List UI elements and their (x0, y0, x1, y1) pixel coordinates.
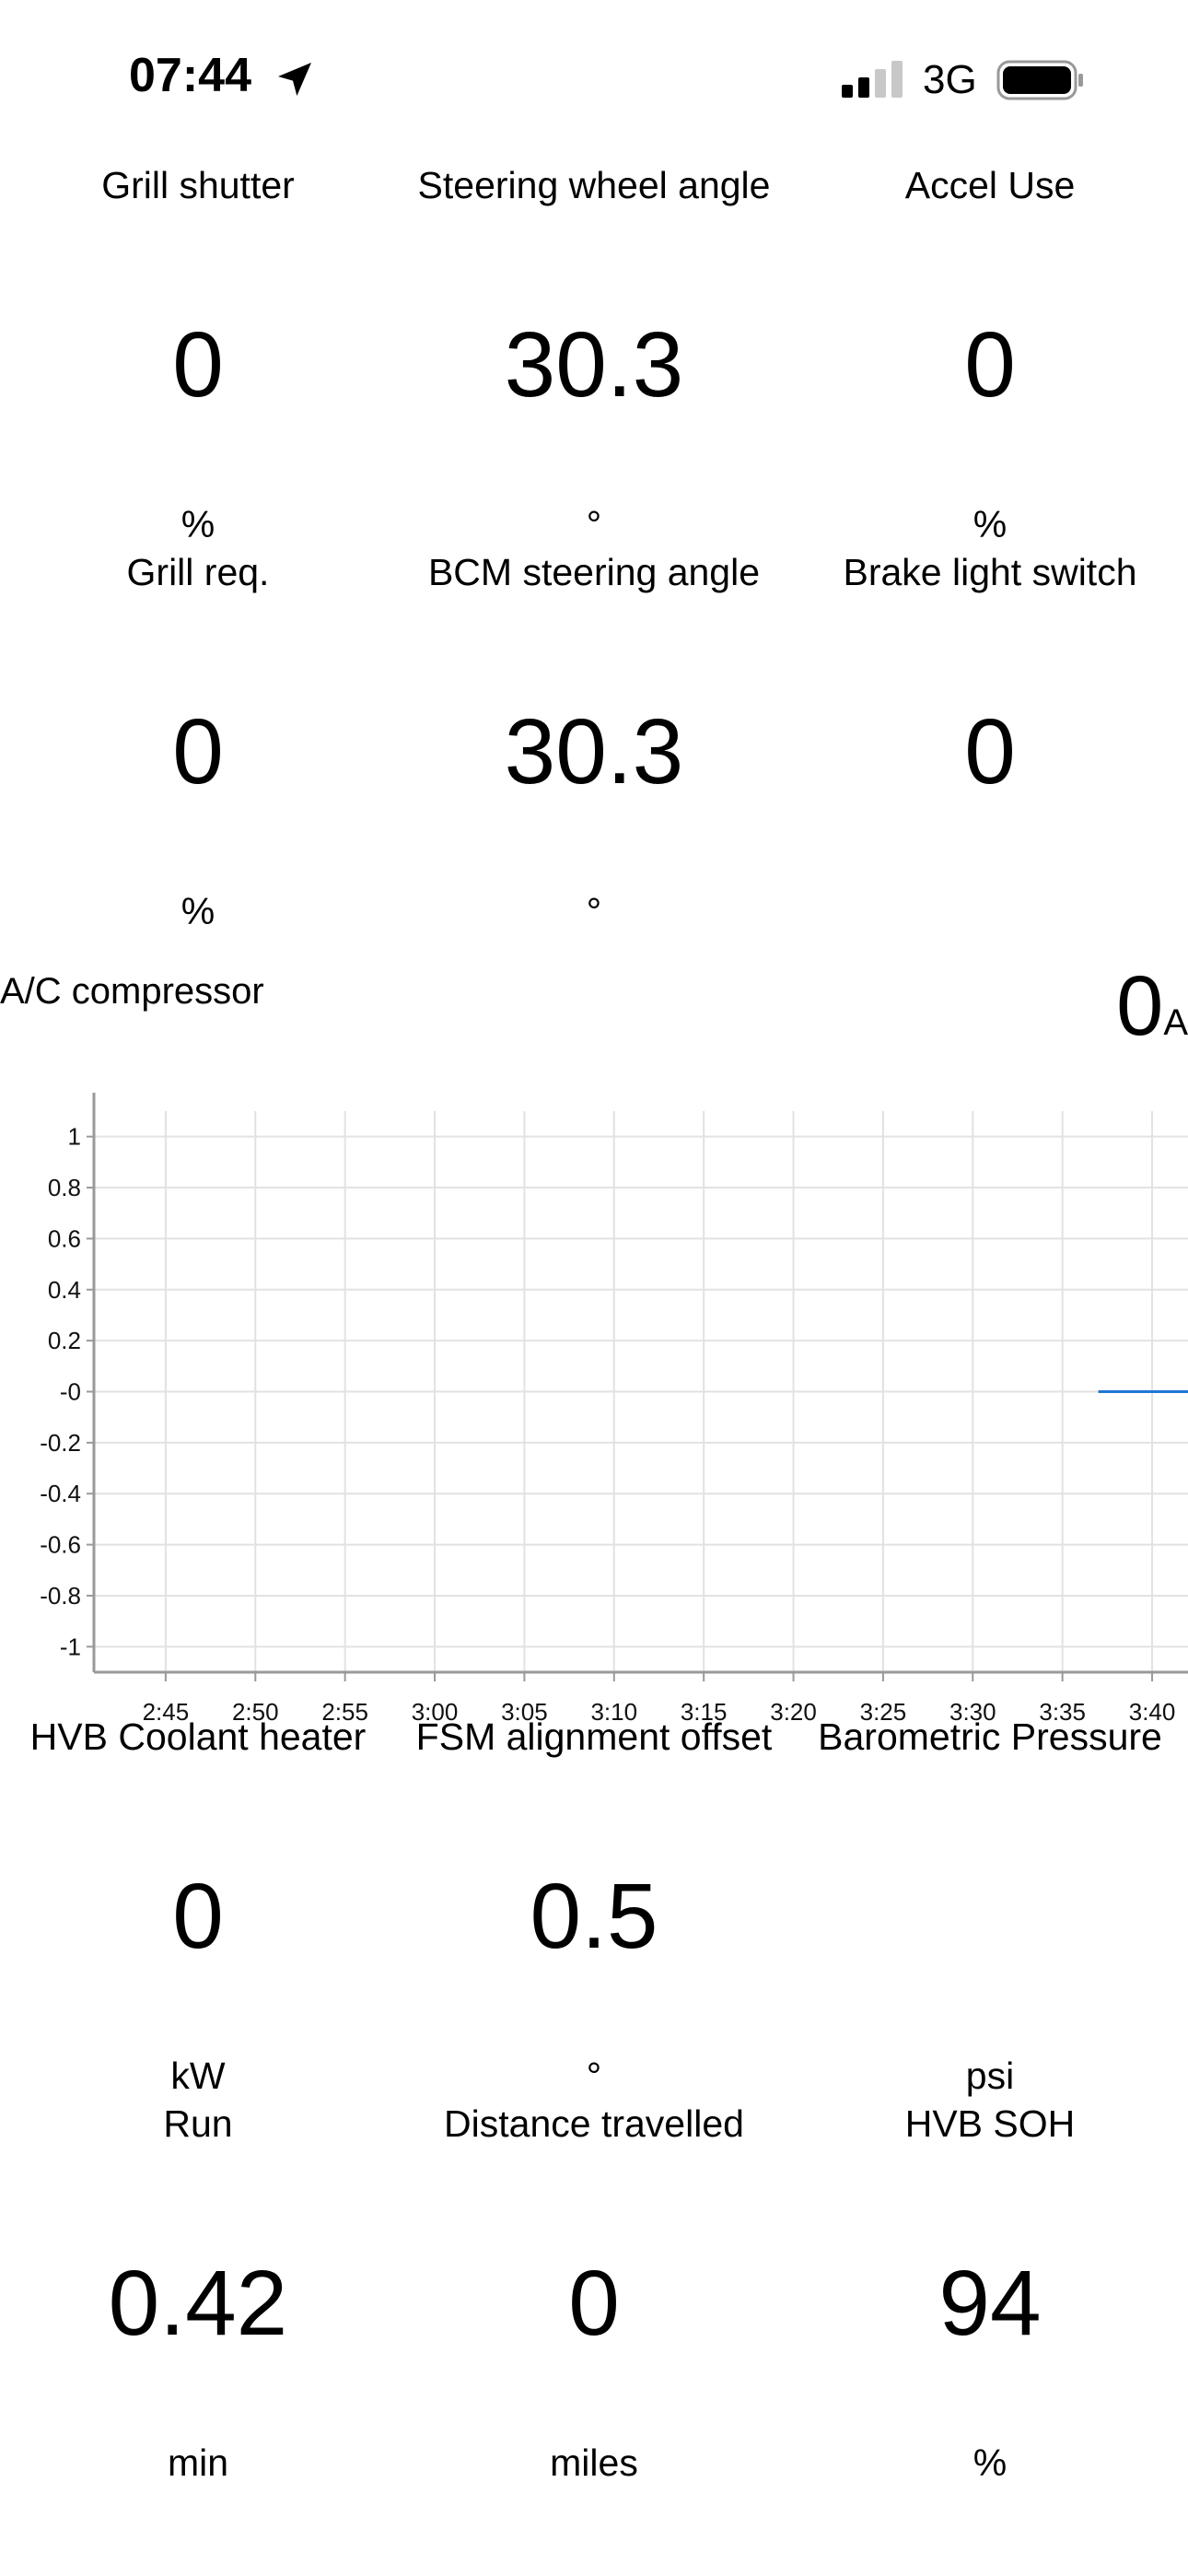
tile-unit: min (167, 2441, 229, 2484)
tile-unit: % (973, 2441, 1007, 2484)
y-tick-label: 0.4 (48, 1276, 81, 1304)
tile-value: 0 (964, 700, 1016, 803)
tile-brake-light-switch: Brake light switch 0 (792, 551, 1188, 938)
tile-value: 30.3 (504, 700, 684, 803)
signal-bars-icon (842, 61, 903, 98)
tile-value: 94 (938, 2252, 1042, 2355)
tile-title: BCM steering angle (427, 551, 761, 593)
y-tick-label: 0.2 (48, 1327, 81, 1354)
battery-icon (996, 60, 1083, 100)
tile-grill-shutter: Grill shutter 0 % (0, 164, 396, 551)
tile-value: 0.42 (108, 2252, 288, 2355)
tile-unit: miles (550, 2441, 638, 2484)
tile-value: 0 (172, 1865, 224, 1968)
y-tick-label: -1 (60, 1633, 81, 1660)
tile-title: Grill req. (126, 551, 270, 593)
x-tick-label: 3:35 (1039, 1698, 1086, 1726)
ac-compressor-value: 0 (1116, 959, 1164, 1053)
x-tick-label: 3:30 (949, 1698, 996, 1726)
y-tick-label: 0.6 (48, 1224, 81, 1252)
tile-unit: ° (586, 2055, 602, 2097)
tile-title: Steering wheel angle (417, 164, 771, 206)
tile-fsm-alignment-offset: FSM alignment offset 0.5 ° (396, 1715, 792, 2102)
y-tick-label: -0 (60, 1378, 81, 1406)
tile-unit: % (973, 503, 1007, 545)
tile-value: 0 (568, 2252, 620, 2355)
x-tick-label: 3:40 (1129, 1698, 1176, 1726)
ac-compressor-reading: 0A (1116, 958, 1188, 1055)
y-tick-label: 1 (68, 1123, 81, 1151)
tile-value: 0 (172, 313, 224, 416)
tile-title: Accel Use (904, 164, 1076, 206)
tile-unit: kW (170, 2055, 226, 2097)
tile-value: 0.5 (530, 1865, 658, 1968)
tile-title: Grill shutter (101, 164, 295, 206)
ac-compressor-title: A/C compressor (0, 971, 264, 1012)
y-tick-label: 0.8 (48, 1174, 81, 1201)
tile-unit: % (181, 503, 215, 545)
x-tick-label: 2:45 (143, 1698, 190, 1726)
tile-title: HVB SOH (904, 2102, 1076, 2145)
tile-title: Distance travelled (444, 2102, 744, 2145)
x-tick-label: 3:15 (681, 1698, 728, 1726)
tile-title: Barometric Pressure (818, 1715, 1162, 1758)
ac-compressor-unit: A (1163, 1002, 1188, 1043)
x-tick-label: 3:05 (501, 1698, 548, 1726)
x-tick-label: 3:20 (770, 1698, 817, 1726)
x-tick-label: 3:25 (860, 1698, 907, 1726)
tile-value: 0 (172, 700, 224, 803)
y-tick-label: -0.6 (40, 1531, 81, 1559)
tile-title: HVB Coolant heater (29, 1715, 367, 1758)
x-tick-label: 2:50 (232, 1698, 279, 1726)
tile-title: FSM alignment offset (415, 1715, 773, 1758)
tile-bcm-steering-angle: BCM steering angle 30.3 ° (396, 551, 792, 938)
tile-value: 0 (964, 313, 1016, 416)
tile-grill-req: Grill req. 0 % (0, 551, 396, 938)
ac-compressor-line-chart: 1 0.8 0.6 0.4 0.2 -0 -0.2 -0.4 -0.6 -0.8 -1 2:45 2:5… (40, 1093, 1188, 1726)
x-tick-label: 3:00 (412, 1698, 459, 1726)
location-arrow-icon (278, 63, 311, 96)
tile-title: Brake light switch (843, 551, 1137, 593)
tile-hvb-coolant-heater: HVB Coolant heater 0 kW (0, 1715, 396, 2102)
tile-unit: ° (586, 503, 602, 545)
tile-unit: ° (586, 890, 602, 932)
ac-compressor-chart-panel: A/C compressor 0A 1 0.8 0.6 0.4 0.2 -0 -0.2 -0.… (0, 958, 1188, 1769)
tile-hvb-soh: HVB SOH 94 % (792, 2102, 1188, 2489)
status-bar: 07:44 3G (0, 0, 1188, 157)
tile-value: 30.3 (504, 313, 684, 416)
x-tick-label: 3:10 (590, 1698, 637, 1726)
y-tick-label: -0.8 (40, 1582, 81, 1610)
tile-barometric-pressure: Barometric Pressure psi (792, 1715, 1188, 2102)
tile-unit: psi (965, 2055, 1015, 2097)
tile-title: Run (163, 2102, 233, 2145)
tile-accel-use: Accel Use 0 % (792, 164, 1188, 551)
y-tick-label: -0.2 (40, 1429, 81, 1457)
y-tick-label: -0.4 (40, 1480, 81, 1507)
tile-unit: % (181, 890, 215, 932)
network-type-label: 3G (923, 57, 977, 102)
tile-steering-wheel-angle: Steering wheel angle 30.3 ° (396, 164, 792, 551)
tile-distance-travelled: Distance travelled 0 miles (396, 2102, 792, 2489)
tile-run: Run 0.42 min (0, 2102, 396, 2489)
status-time: 07:44 (129, 49, 251, 102)
x-tick-label: 2:55 (321, 1698, 368, 1726)
